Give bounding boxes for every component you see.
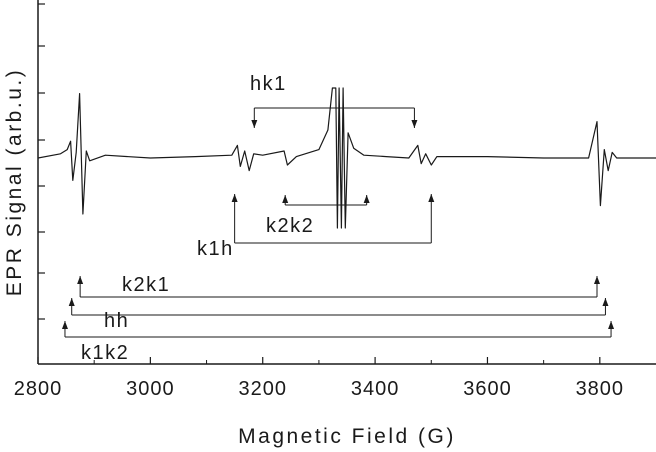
- annotation-arrowhead-hk1-0: [251, 120, 258, 128]
- x-tick-label-3400: 3400: [351, 378, 400, 400]
- annotation-hh: hh: [68, 298, 609, 332]
- spectrum-series-0: [38, 87, 656, 229]
- annotation-label-k2k2: k2k2: [266, 215, 314, 237]
- annotation-arrowhead-hh-1: [602, 298, 609, 306]
- annotation-k1h: k1h: [197, 194, 435, 260]
- annotation-hk1: hk1: [250, 73, 418, 128]
- annotation-label-k2k1: k2k1: [122, 274, 170, 296]
- x-tick-label-3000: 3000: [126, 378, 175, 400]
- annotation-label-hh: hh: [104, 310, 129, 332]
- x-tick-label-2800: 2800: [14, 378, 63, 400]
- annotation-label-k1k2: k1k2: [81, 342, 129, 364]
- annotation-k2k1: k2k1: [77, 274, 601, 298]
- x-tick-label-3600: 3600: [463, 378, 512, 400]
- y-axis-title: EPR Signal (arb.u.): [3, 68, 26, 296]
- annotation-k1k2: k1k2: [61, 321, 615, 364]
- annotation-arrowhead-k1h-0: [231, 194, 238, 202]
- annotation-arrowhead-hh-0: [68, 298, 75, 306]
- annotation-arrowhead-k2k2-1: [363, 195, 370, 203]
- annotation-arrowhead-k2k1-1: [594, 276, 601, 284]
- x-axis-title: Magnetic Field (G): [238, 425, 456, 448]
- annotation-arrowhead-k2k2-0: [282, 195, 289, 203]
- annotation-label-k1h: k1h: [197, 238, 234, 260]
- annotation-label-hk1: hk1: [250, 73, 287, 95]
- x-tick-label-3200: 3200: [238, 378, 287, 400]
- annotation-arrowhead-k2k1-0: [77, 276, 84, 284]
- annotation-arrowhead-k1h-1: [428, 194, 435, 202]
- annotation-arrowhead-k1k2-1: [608, 321, 615, 329]
- annotation-arrowhead-k1k2-0: [61, 321, 68, 329]
- x-tick-label-3800: 3800: [576, 378, 625, 400]
- annotation-k2k2: k2k2: [266, 195, 370, 237]
- annotation-arrowhead-hk1-1: [411, 120, 418, 128]
